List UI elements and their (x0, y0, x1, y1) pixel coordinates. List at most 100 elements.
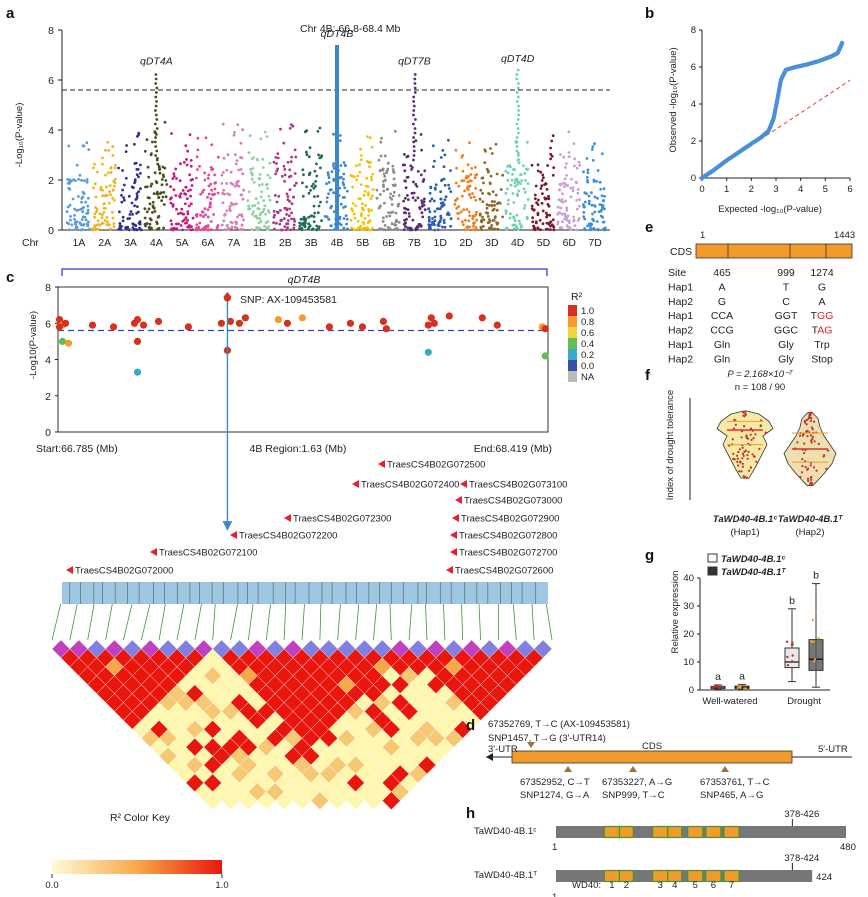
ld-connector (319, 603, 322, 641)
violin-point (737, 450, 740, 454)
snp-point (105, 194, 109, 197)
snp-point (487, 204, 491, 207)
snp-point (473, 228, 477, 232)
snp-point (148, 222, 152, 226)
snp-point (454, 148, 458, 152)
snp-point (327, 176, 331, 180)
snp-point (534, 184, 538, 188)
snp-point (85, 212, 89, 215)
snp-point (468, 214, 472, 218)
snp-point (146, 165, 150, 169)
snp-point (351, 209, 354, 213)
violin-point (817, 442, 820, 445)
snp-point (211, 193, 215, 197)
peak-point (515, 140, 519, 144)
snp-point (494, 142, 498, 146)
snp-point (552, 166, 556, 170)
snp-point (487, 218, 491, 221)
snp-point (544, 211, 548, 215)
peak-point (517, 104, 520, 108)
snp-point (109, 227, 112, 231)
snp-point (332, 164, 335, 168)
snp-point (504, 209, 508, 213)
snp-point (262, 207, 266, 211)
snp-point (221, 191, 225, 195)
snp-point (360, 202, 364, 206)
peak-point (413, 131, 417, 135)
snp-point (67, 222, 71, 226)
snp-point (437, 221, 441, 225)
snp-point (511, 192, 515, 195)
snp-point (473, 214, 476, 218)
snp-point (274, 172, 277, 176)
snp-point (191, 216, 195, 220)
violin-point (826, 449, 830, 452)
c-snp-point (541, 352, 549, 360)
snp-point (567, 151, 571, 154)
ld-cell (533, 639, 553, 659)
snp-point (120, 194, 123, 197)
peak-point (413, 73, 417, 76)
snp-point (101, 188, 104, 192)
violin-point (750, 438, 753, 441)
snp-point (517, 189, 521, 193)
peak-point (515, 77, 519, 81)
snp-point (307, 173, 311, 177)
snp-point (392, 223, 396, 226)
snp-point (211, 167, 215, 171)
snp-point (447, 183, 450, 187)
snp-point (228, 205, 232, 208)
snp-point (209, 228, 213, 232)
snp-point (189, 159, 193, 162)
peak-point (154, 122, 157, 126)
snp-point (512, 215, 515, 219)
snp-point (422, 178, 426, 182)
snp-point (292, 226, 296, 230)
c-legend-label: 0.6 (581, 328, 594, 339)
snp-point (93, 215, 96, 219)
snp-point (258, 173, 262, 176)
snp-point (385, 187, 389, 191)
snp-point (371, 172, 375, 176)
snp-point (214, 181, 218, 185)
violin-point (810, 417, 813, 420)
snp-point (367, 208, 370, 211)
snp-point (237, 179, 240, 183)
violin-point (810, 478, 813, 481)
snp-point (82, 206, 85, 209)
snp-point (545, 188, 549, 191)
gene-arrow-icon (450, 548, 457, 556)
snp-point (390, 197, 394, 201)
ld-connector (51, 603, 62, 641)
snp-point (313, 195, 316, 199)
snp-point (343, 186, 347, 190)
snp-point (439, 156, 443, 159)
snp-point (552, 228, 556, 232)
snp-point (469, 196, 473, 200)
box (808, 639, 824, 671)
f-group-sub: (Hap2) (795, 527, 824, 538)
snp-point (389, 192, 392, 196)
snp-point (234, 153, 237, 157)
snp-point (449, 224, 452, 228)
c-snp-point (430, 319, 438, 327)
gene-arrow-icon (352, 480, 359, 488)
c-snp-point (382, 325, 390, 333)
snp-point (231, 183, 235, 186)
snp-point (383, 175, 387, 178)
snp-point (275, 221, 278, 225)
snp-point (404, 186, 408, 190)
c-legend-label: 0.2 (581, 350, 594, 361)
snp-point (277, 194, 281, 198)
e-row-header: Hap2 (668, 353, 693, 365)
ld-key-title: R² Color Key (110, 812, 171, 824)
snp-point (320, 219, 323, 223)
snp-point (83, 215, 87, 219)
snp-point (530, 207, 534, 211)
snp-point (492, 219, 496, 222)
snp-point (150, 227, 153, 230)
peak-point (412, 158, 415, 162)
peak-point (412, 100, 415, 103)
snp-point (77, 195, 80, 198)
box-letter: b (813, 570, 819, 582)
